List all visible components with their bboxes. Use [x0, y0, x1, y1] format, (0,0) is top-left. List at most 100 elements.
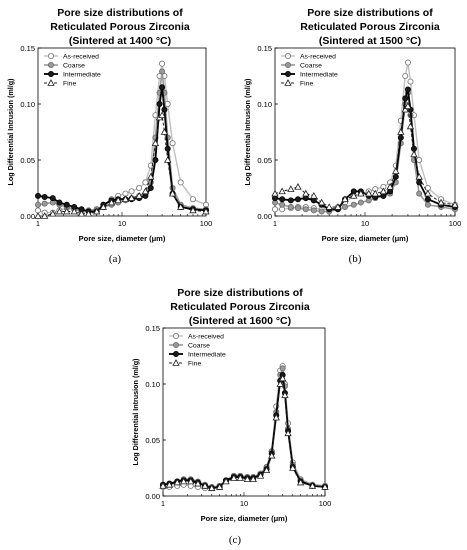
data-point	[321, 483, 329, 490]
chart-title-c: Pore size distributions of Reticulated P…	[140, 286, 340, 328]
chart-b: 0.00 0.05 0.10 0.15 1 10 100 Pore size, diamete…	[243, 44, 462, 243]
legend-label: Coarse	[63, 63, 85, 70]
data-point	[325, 203, 333, 210]
data-point	[159, 482, 167, 489]
legend-label: Coarse	[188, 343, 210, 350]
data-point	[302, 189, 310, 197]
data-point	[243, 475, 252, 483]
data-point	[34, 212, 42, 219]
chart-title-line3: (Sintered at 1400 °C)	[68, 35, 172, 47]
x-tick-label: 10	[361, 219, 369, 228]
data-point	[404, 59, 411, 66]
data-point	[230, 474, 238, 481]
data-point	[272, 206, 279, 213]
x-axis-label: Pore size, diameter (μm)	[79, 234, 166, 243]
data-point	[236, 474, 244, 481]
y-tick-label: 0.15	[257, 44, 272, 53]
y-tick-label: 0.05	[20, 156, 35, 165]
y-tick-label: 0.10	[145, 380, 160, 389]
data-point	[35, 192, 42, 199]
legend-label: Intermediate	[300, 72, 338, 79]
data-point	[287, 204, 294, 211]
data-point	[287, 197, 294, 204]
data-point	[379, 187, 388, 195]
data-point	[287, 185, 295, 192]
data-point	[279, 365, 286, 372]
data-point	[279, 201, 286, 208]
data-point	[93, 207, 101, 215]
data-point	[407, 78, 414, 85]
data-point	[63, 207, 71, 215]
y-tick-label: 0.10	[257, 100, 272, 109]
data-point	[136, 184, 143, 191]
x-tick-label: 100	[319, 499, 332, 508]
data-point	[187, 477, 195, 485]
legend-marker	[47, 79, 55, 86]
data-point	[278, 187, 286, 195]
y-tick-label: 0.15	[20, 44, 35, 53]
caption-a: (a)	[108, 253, 122, 265]
data-point	[128, 188, 135, 195]
legend-marker	[285, 70, 292, 77]
data-point	[164, 156, 172, 163]
data-point	[49, 195, 56, 202]
y-axis-label: Log Differential Intrusion (ml/g)	[243, 78, 252, 186]
data-point	[451, 200, 459, 208]
data-point	[271, 189, 279, 197]
data-point	[402, 73, 409, 80]
legend-marker	[48, 70, 55, 77]
data-point	[35, 201, 42, 208]
x-tick-label: 1	[161, 499, 165, 508]
chart-title-line3: (Sintered at 1500 °C)	[318, 35, 422, 47]
data-point	[222, 477, 230, 485]
legend-marker	[173, 350, 180, 357]
y-axis-label: Log Differential Intrusion (ml/g)	[131, 358, 140, 466]
chart-title-line2: Reticulated Porous Zirconia	[300, 21, 440, 33]
data-point	[342, 204, 349, 211]
data-point	[357, 199, 364, 206]
data-point	[156, 101, 163, 108]
data-point	[256, 472, 265, 479]
legend-marker	[173, 341, 180, 348]
chart-title-line3: (Sintered at 1600 °C)	[188, 315, 292, 327]
data-point	[121, 195, 130, 203]
data-point	[169, 140, 176, 147]
series-line-intermediate	[162, 371, 326, 490]
chart-title-line2: Reticulated Porous Zirconia	[170, 301, 310, 313]
data-point	[159, 68, 166, 75]
data-point	[189, 206, 197, 214]
data-point	[77, 209, 86, 217]
data-point	[415, 172, 423, 180]
data-point	[202, 207, 210, 215]
data-point	[371, 189, 379, 197]
data-point	[310, 192, 318, 199]
data-point	[159, 84, 166, 91]
data-point	[194, 479, 202, 487]
data-point	[308, 482, 317, 489]
legend-marker	[284, 79, 292, 86]
data-point	[158, 111, 166, 118]
data-point	[350, 192, 358, 199]
legend-marker	[173, 332, 180, 339]
series-line-intermediate	[37, 87, 207, 213]
legend-label: As-received	[188, 334, 224, 341]
data-point	[404, 86, 411, 93]
y-tick-label: 0.05	[145, 436, 160, 445]
data-point	[276, 380, 284, 387]
x-tick-label: 1	[273, 219, 277, 228]
chart-title-b: Pore size distributions of Reticulated P…	[270, 6, 467, 48]
data-point	[310, 207, 317, 214]
x-tick-label: 100	[449, 219, 462, 228]
chart-title-line1: Pore size distributions of	[177, 287, 303, 299]
chart-title-a: Pore size distributions of Reticulated P…	[20, 6, 220, 48]
legend-label: Fine	[188, 361, 201, 368]
data-point	[147, 172, 155, 180]
data-point	[249, 475, 257, 483]
y-axis-label: Log Differential Intrusion (ml/g)	[6, 78, 15, 186]
x-tick-label: 10	[118, 219, 126, 228]
y-tick-label: 0.00	[20, 212, 35, 221]
data-point	[70, 207, 78, 215]
chart-title-line1: Pore size distributions of	[57, 7, 183, 19]
data-point	[63, 201, 70, 208]
x-axis-label: Pore size, diameter (μm)	[322, 234, 409, 243]
